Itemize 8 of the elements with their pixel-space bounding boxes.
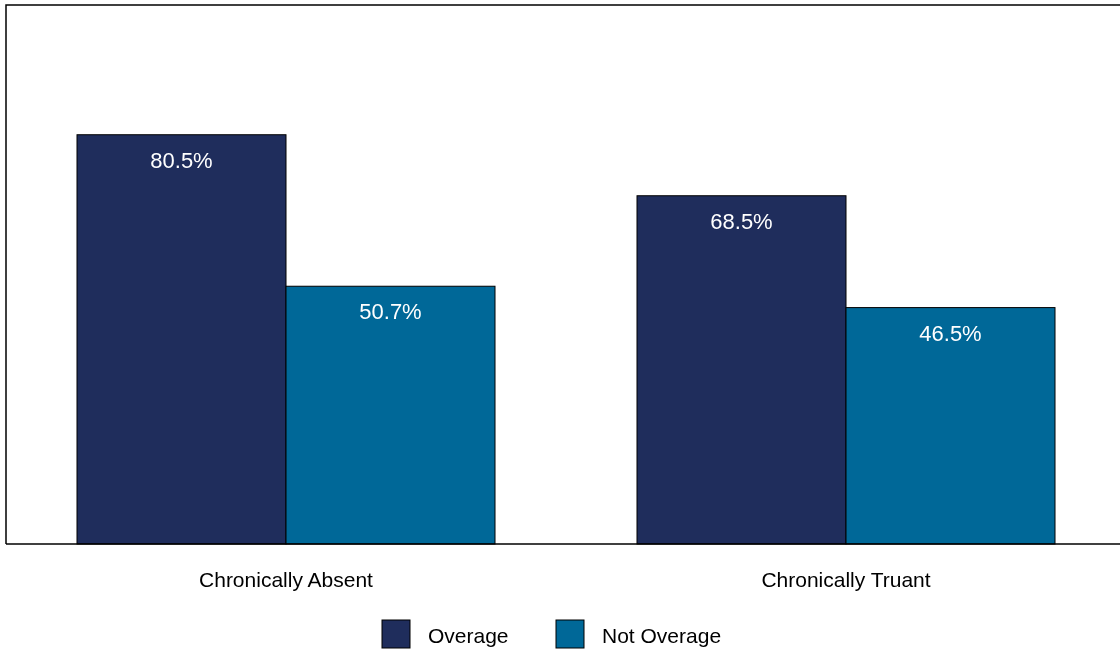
data-label: 80.5% bbox=[150, 147, 213, 173]
x-tick-label: Chronically Absent bbox=[199, 568, 374, 591]
legend-label: Not Overage bbox=[602, 624, 722, 647]
data-label: 50.7% bbox=[359, 299, 422, 325]
data-label: 46.5% bbox=[919, 320, 982, 346]
data-label: 68.5% bbox=[710, 208, 773, 234]
x-tick-label: Chronically Truant bbox=[761, 568, 931, 591]
legend-label: Overage bbox=[428, 624, 509, 647]
